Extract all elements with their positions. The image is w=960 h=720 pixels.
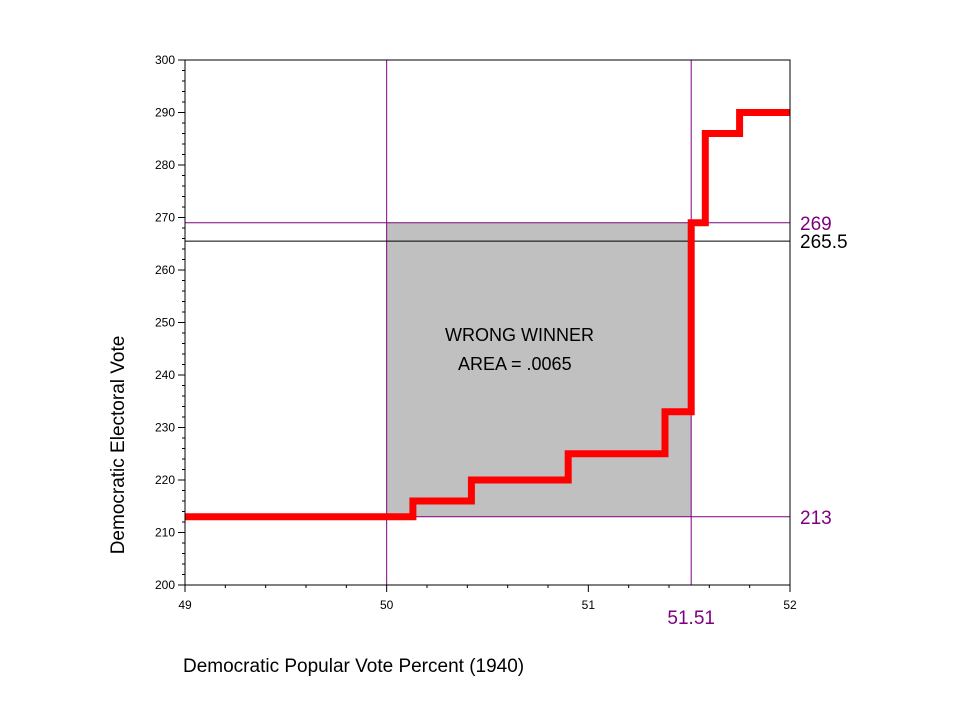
y-tick-label-250: 250 — [155, 316, 175, 330]
annotation-line-1: WRONG WINNER — [445, 325, 594, 345]
y-tick-label-260: 260 — [155, 263, 175, 277]
y-tick-label-240: 240 — [155, 368, 175, 382]
x-axis-title: Democratic Popular Vote Percent (1940) — [183, 656, 524, 677]
x-tick-label-52: 52 — [783, 598, 797, 612]
wrong-winner-area — [386, 222, 692, 517]
hline-label-269: 269 — [800, 214, 832, 235]
hline-label-265.5: 265.5 — [800, 232, 848, 253]
x-tick-label-51: 51 — [582, 598, 596, 612]
annotation-line-2: AREA = .0065 — [458, 354, 572, 374]
y-tick-label-220: 220 — [155, 473, 175, 487]
y-tick-label-280: 280 — [155, 158, 175, 172]
x-tick-label-49: 49 — [178, 598, 192, 612]
y-tick-label-230: 230 — [155, 421, 175, 435]
y-tick-label-300: 300 — [155, 53, 175, 67]
y-tick-label-200: 200 — [155, 578, 175, 592]
y-tick-label-210: 210 — [155, 526, 175, 540]
hline-label-213: 213 — [800, 508, 832, 529]
series-line-0 — [185, 109, 790, 521]
y-tick-label-270: 270 — [155, 211, 175, 225]
y-axis-title: Democratic Electoral Vote — [108, 336, 129, 555]
x-tick-label-50: 50 — [380, 598, 394, 612]
vline-label-51.51: 51.51 — [667, 608, 715, 629]
y-tick-label-290: 290 — [155, 106, 175, 120]
